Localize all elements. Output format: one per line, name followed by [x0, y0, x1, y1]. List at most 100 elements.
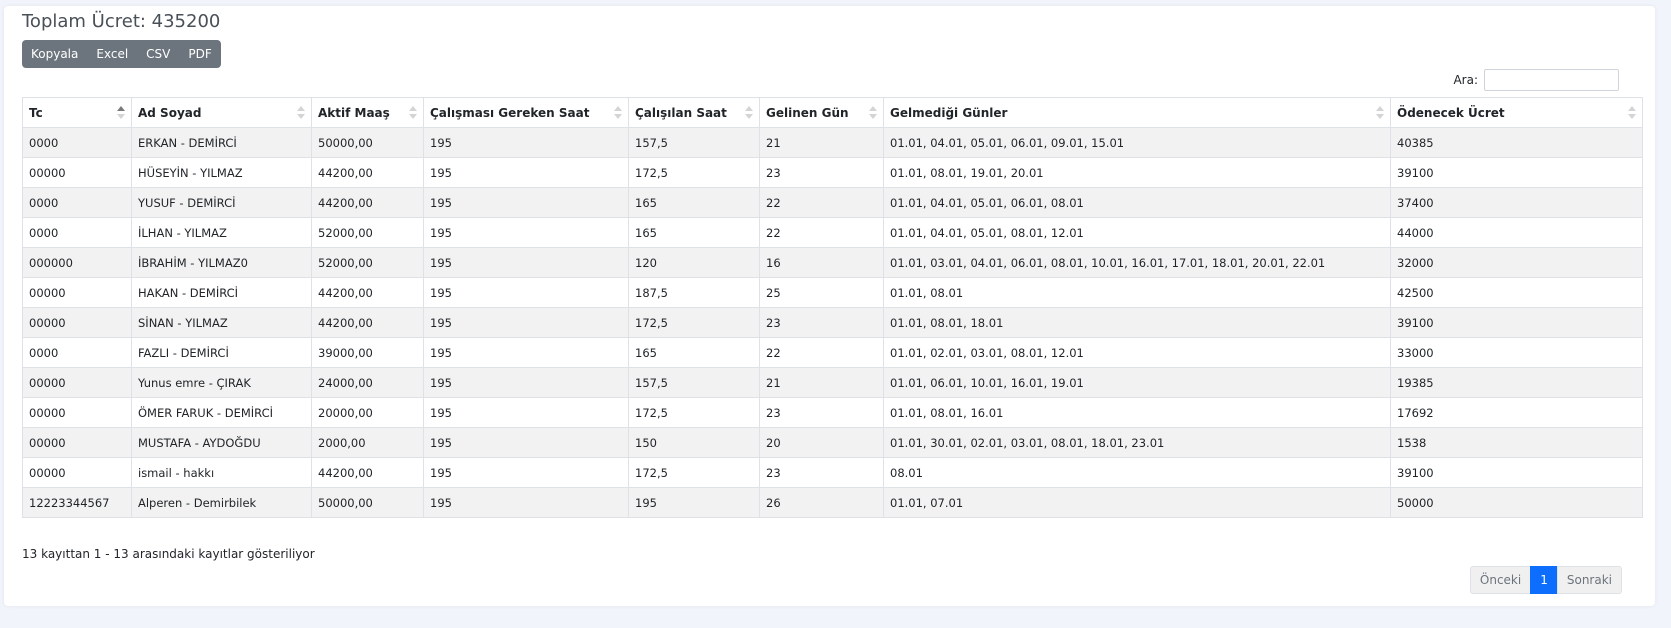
column-header-payable-fee[interactable]: Ödenecek Ücret — [1390, 97, 1643, 128]
total-fee-title: Toplam Ücret: 435200 — [22, 11, 221, 32]
cell-tc: 000000 — [22, 247, 132, 278]
cell-required-hours: 195 — [423, 457, 629, 488]
cell-salary: 44200,00 — [311, 307, 424, 338]
cell-name: Yunus emre - ÇIRAK — [131, 367, 312, 398]
column-header-worked-hours[interactable]: Çalışılan Saat — [628, 97, 760, 128]
table-row: 0000 FAZLI - DEMİRCİ 39000,00 195 165 22 01.01… — [22, 337, 1643, 368]
table-row: 00000 SİNAN - YILMAZ 44200,00 195 172,5 23 01.… — [22, 307, 1643, 338]
table-row: 0000 YUSUF - DEMİRCİ 44200,00 195 165 22 01.01… — [22, 187, 1643, 218]
cell-name: HAKAN - DEMİRCİ — [131, 277, 312, 308]
prev-page-button[interactable]: Önceki — [1469, 566, 1532, 594]
cell-attended-days: 20 — [759, 427, 884, 458]
csv-button[interactable]: CSV — [146, 47, 171, 61]
cell-required-hours: 195 — [423, 127, 629, 158]
cell-attended-days: 23 — [759, 457, 884, 488]
cell-salary: 44200,00 — [311, 187, 424, 218]
cell-salary: 50000,00 — [311, 127, 424, 158]
cell-required-hours: 195 — [423, 367, 629, 398]
table-row: 00000 HÜSEYİN - YILMAZ 44200,00 195 172,5 23 0… — [22, 157, 1643, 188]
pdf-button[interactable]: PDF — [188, 47, 212, 61]
cell-worked-hours: 165 — [628, 217, 760, 248]
cell-salary: 2000,00 — [311, 427, 424, 458]
cell-payable-fee: 32000 — [1390, 247, 1643, 278]
cell-tc: 12223344567 — [22, 487, 132, 518]
cell-absent-days: 08.01 — [883, 457, 1391, 488]
table-body: 0000 ERKAN - DEMİRCİ 50000,00 195 157,5 21 01.… — [22, 127, 1643, 518]
cell-absent-days: 01.01, 06.01, 10.01, 16.01, 19.01 — [883, 367, 1391, 398]
cell-worked-hours: 195 — [628, 487, 760, 518]
copy-button[interactable]: Kopyala — [31, 47, 79, 61]
cell-salary: 52000,00 — [311, 247, 424, 278]
cell-tc: 0000 — [22, 337, 132, 368]
cell-required-hours: 195 — [423, 187, 629, 218]
column-header-attended-days[interactable]: Gelinen Gün — [759, 97, 884, 128]
page-1-button[interactable]: 1 — [1530, 566, 1558, 594]
excel-button[interactable]: Excel — [96, 47, 129, 61]
cell-worked-hours: 150 — [628, 427, 760, 458]
cell-name: YUSUF - DEMİRCİ — [131, 187, 312, 218]
cell-attended-days: 16 — [759, 247, 884, 278]
column-header-salary[interactable]: Aktif Maaş — [311, 97, 424, 128]
column-header-name[interactable]: Ad Soyad — [131, 97, 312, 128]
cell-name: HÜSEYİN - YILMAZ — [131, 157, 312, 188]
cell-attended-days: 21 — [759, 367, 884, 398]
cell-name: İLHAN - YILMAZ — [131, 217, 312, 248]
column-header-tc[interactable]: Tc — [22, 97, 132, 128]
cell-absent-days: 01.01, 08.01, 19.01, 20.01 — [883, 157, 1391, 188]
cell-absent-days: 01.01, 07.01 — [883, 487, 1391, 518]
pagination: Önceki 1 Sonraki — [1469, 566, 1622, 594]
cell-salary: 44200,00 — [311, 277, 424, 308]
sort-icon — [297, 105, 305, 121]
cell-absent-days: 01.01, 04.01, 05.01, 06.01, 08.01 — [883, 187, 1391, 218]
cell-payable-fee: 39100 — [1390, 157, 1643, 188]
cell-name: MUSTAFA - AYDOĞDU — [131, 427, 312, 458]
cell-salary: 50000,00 — [311, 487, 424, 518]
cell-payable-fee: 50000 — [1390, 487, 1643, 518]
cell-name: Alperen - Demirbilek — [131, 487, 312, 518]
sort-icon — [614, 105, 622, 121]
cell-tc: 00000 — [22, 427, 132, 458]
next-page-button[interactable]: Sonraki — [1556, 566, 1622, 594]
cell-payable-fee: 40385 — [1390, 127, 1643, 158]
cell-required-hours: 195 — [423, 217, 629, 248]
search-label: Ara: — [1453, 73, 1478, 87]
cell-name: FAZLI - DEMİRCİ — [131, 337, 312, 368]
cell-tc: 00000 — [22, 277, 132, 308]
cell-absent-days: 01.01, 03.01, 04.01, 06.01, 08.01, 10.01… — [883, 247, 1391, 278]
cell-attended-days: 25 — [759, 277, 884, 308]
cell-attended-days: 23 — [759, 397, 884, 428]
cell-required-hours: 195 — [423, 277, 629, 308]
search-box: Ara: — [1453, 69, 1619, 91]
sort-icon — [409, 105, 417, 121]
cell-payable-fee: 33000 — [1390, 337, 1643, 368]
cell-salary: 39000,00 — [311, 337, 424, 368]
table-row: 00000 ismail - hakkı 44200,00 195 172,5 23 08.… — [22, 457, 1643, 488]
cell-tc: 0000 — [22, 187, 132, 218]
table-row: 00000 HAKAN - DEMİRCİ 44200,00 195 187,5 25 01… — [22, 277, 1643, 308]
report-card: Toplam Ücret: 435200 Kopyala Excel CSV P… — [4, 6, 1655, 606]
column-header-absent-days[interactable]: Gelmediği Günler — [883, 97, 1391, 128]
cell-worked-hours: 120 — [628, 247, 760, 278]
cell-worked-hours: 165 — [628, 187, 760, 218]
cell-payable-fee: 19385 — [1390, 367, 1643, 398]
table-info: 13 kayıttan 1 - 13 arasındaki kayıtlar g… — [22, 547, 315, 561]
cell-worked-hours: 157,5 — [628, 367, 760, 398]
cell-name: SİNAN - YILMAZ — [131, 307, 312, 338]
search-input[interactable] — [1484, 69, 1619, 91]
cell-name: ERKAN - DEMİRCİ — [131, 127, 312, 158]
table-row: 0000 ERKAN - DEMİRCİ 50000,00 195 157,5 21 01.… — [22, 127, 1643, 158]
cell-name: ÖMER FARUK - DEMİRCİ — [131, 397, 312, 428]
cell-required-hours: 195 — [423, 427, 629, 458]
cell-attended-days: 23 — [759, 307, 884, 338]
cell-worked-hours: 165 — [628, 337, 760, 368]
cell-payable-fee: 39100 — [1390, 307, 1643, 338]
column-header-required-hours[interactable]: Çalışması Gereken Saat — [423, 97, 629, 128]
cell-absent-days: 01.01, 08.01, 18.01 — [883, 307, 1391, 338]
sort-icon — [1376, 105, 1384, 121]
sort-icon — [1628, 105, 1636, 121]
cell-payable-fee: 37400 — [1390, 187, 1643, 218]
cell-worked-hours: 187,5 — [628, 277, 760, 308]
table-row: 00000 MUSTAFA - AYDOĞDU 2000,00 195 150 20 01.… — [22, 427, 1643, 458]
cell-payable-fee: 39100 — [1390, 457, 1643, 488]
cell-salary: 44200,00 — [311, 457, 424, 488]
